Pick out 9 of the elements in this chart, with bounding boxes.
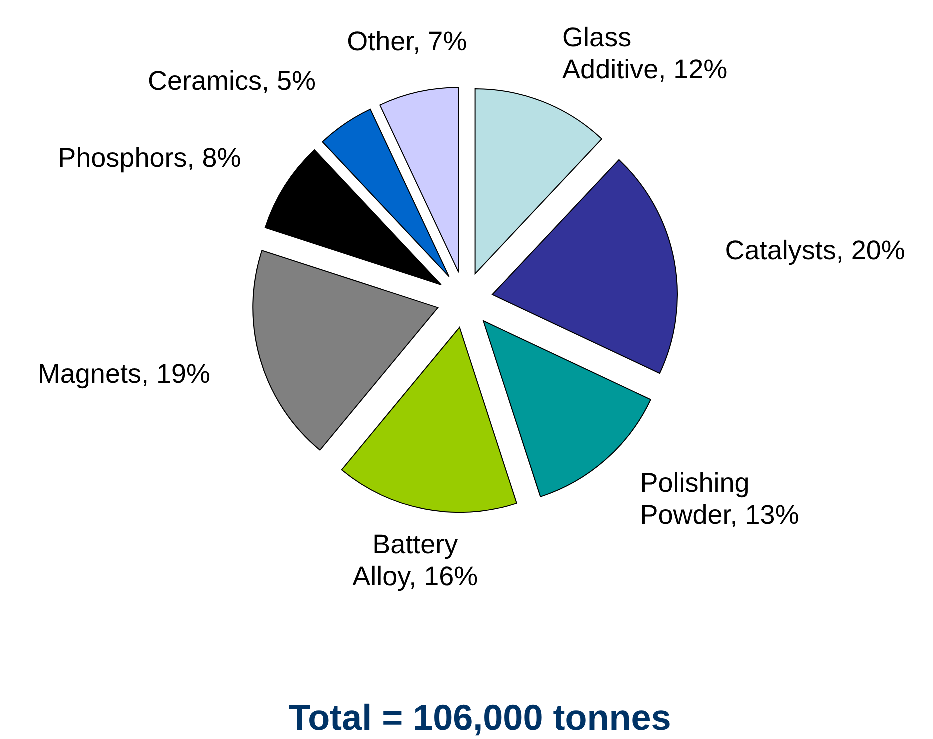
slice-label: Magnets, 19%	[38, 358, 211, 389]
slice-label: Phosphors, 8%	[58, 143, 242, 174]
slice-label: Other, 7%	[347, 26, 468, 56]
slice-label: Catalysts, 20%	[725, 235, 906, 266]
slice-label: Glass Additive, 12%	[562, 22, 728, 85]
slice-label: Battery Alloy, 16%	[352, 529, 478, 592]
slice-label: Polishing Powder, 13%	[640, 468, 800, 530]
text: Total = 106,000 tonnes	[288, 697, 672, 738]
slice-label: Ceramics, 5%	[148, 66, 316, 96]
